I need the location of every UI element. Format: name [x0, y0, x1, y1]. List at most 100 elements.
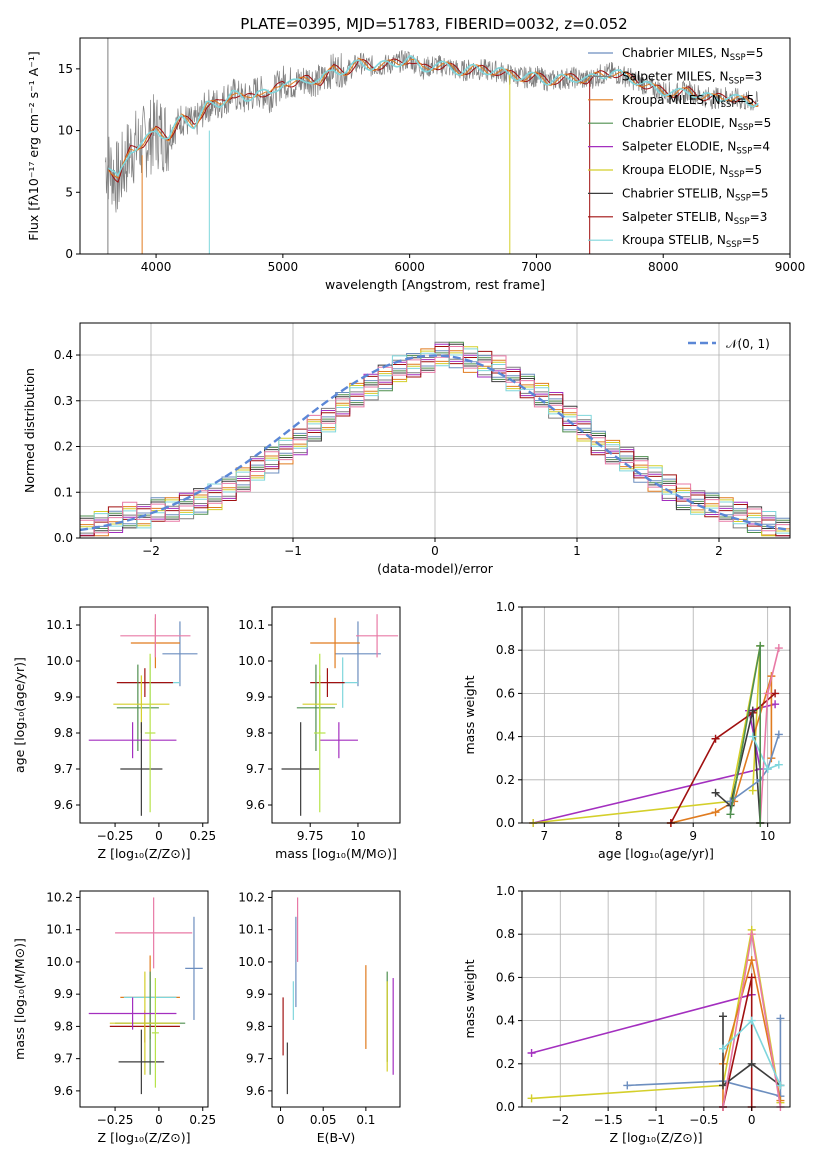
- weight-marker: [719, 1044, 727, 1053]
- y-tick-label: 9.8: [54, 726, 73, 740]
- legend-label: Kroupa ELODIE, NSSP=5: [622, 163, 762, 180]
- x-tick-label: 0.25: [189, 1113, 216, 1127]
- weight-marker: [763, 689, 772, 698]
- y-tick-label: 9.8: [54, 1019, 73, 1033]
- y-tick-label: 9.6: [54, 798, 73, 812]
- weight-line: [759, 647, 780, 824]
- plot-area: [88, 614, 198, 816]
- y-tick-label: 9.9: [54, 987, 73, 1001]
- y-tick-label: 0.8: [496, 643, 515, 657]
- model-line: [107, 55, 759, 178]
- panel-residual-histogram: −2 −1 0 1 2 0.0 0.1 0.2 0.3 0.4 (data-model)/error…: [22, 322, 791, 576]
- y-tick-label: 0: [65, 247, 73, 261]
- x-axis-label: E(B-V): [317, 1130, 356, 1145]
- x-tick-label: 10: [350, 829, 365, 843]
- legend-value: =5: [737, 93, 755, 107]
- x-tick-label: 7000: [521, 260, 552, 274]
- model-line: [107, 57, 759, 179]
- y-tick-label: 0.6: [496, 970, 515, 984]
- y-tick-label: 10.2: [238, 890, 265, 904]
- weight-marker: [776, 1081, 785, 1090]
- legend-value: =4: [752, 140, 770, 154]
- legend-label: Salpeter MILES, NSSP=3: [622, 69, 762, 86]
- weight-marker: [776, 1014, 785, 1023]
- y-tick-label: 10.2: [46, 890, 73, 904]
- y-tick-label: 10.1: [46, 618, 73, 632]
- weight-marker: [747, 973, 756, 982]
- plot-area: [88, 897, 203, 1095]
- y-tick-label: 0.0: [496, 1100, 515, 1114]
- y-tick-label: 10.1: [46, 923, 73, 937]
- weight-line: [715, 710, 761, 824]
- y-tick-label: 10.0: [46, 955, 73, 969]
- y-tick-label: 1.0: [496, 600, 515, 614]
- weight-marker: [623, 1081, 632, 1090]
- weight-line: [729, 734, 780, 803]
- weight-marker: [748, 732, 757, 741]
- y-tick-label: 9.6: [246, 1084, 265, 1098]
- y-axis-label: mass weight: [462, 959, 477, 1038]
- x-axis-label: (data-model)/error: [377, 561, 494, 576]
- weight-marker: [711, 788, 720, 797]
- x-tick-label: 0.05: [310, 1113, 337, 1127]
- legend-subscript: SSP: [721, 100, 737, 110]
- plot-area: [527, 925, 785, 1111]
- weight-marker: [711, 808, 720, 817]
- y-axis-label: mass weight: [462, 675, 477, 754]
- y-tick-label: 9.6: [246, 798, 265, 812]
- weight-marker: [527, 1094, 536, 1103]
- x-tick-label: 0.1: [356, 1113, 375, 1127]
- weight-marker: [747, 1016, 756, 1025]
- x-tick-label: −0.5: [689, 1113, 718, 1127]
- y-tick-label: 0.2: [54, 440, 73, 454]
- y-axis-label: Normed distribution: [22, 368, 37, 493]
- x-tick-label: 0: [155, 829, 163, 843]
- x-tick-label: 5000: [268, 260, 299, 274]
- legend-value: =5: [751, 186, 769, 200]
- x-tick-label: 8: [615, 829, 623, 843]
- normal-curve: [79, 354, 791, 532]
- weight-marker: [774, 730, 783, 739]
- y-tick-label: 9.8: [246, 726, 265, 740]
- weight-marker: [771, 700, 780, 709]
- y-tick-label: 0.0: [496, 816, 515, 830]
- panel-mass-vs-EBV: 0 0.05 0.1 9.6 9.7 9.8 9.9 10.0 10.1 10.2 E(B-V): [238, 890, 401, 1145]
- legend-value: =3: [744, 69, 762, 83]
- weight-marker: [747, 1059, 756, 1068]
- y-tick-label: 1.0: [496, 884, 515, 898]
- weight-marker: [527, 1049, 536, 1057]
- legend-subscript: SSP: [729, 76, 745, 86]
- x-tick-label: −0.25: [97, 829, 134, 843]
- legend-label: Chabrier ELODIE, NSSP=5: [622, 116, 771, 133]
- x-tick-label: 6000: [394, 260, 425, 274]
- weight-marker: [747, 930, 756, 939]
- y-tick-label: 10.0: [46, 654, 73, 668]
- legend-subscript: SSP: [730, 53, 746, 63]
- x-tick-label: 4000: [141, 260, 172, 274]
- y-tick-label: 0.6: [496, 686, 515, 700]
- y-tick-label: 0.4: [496, 1014, 515, 1028]
- plot-area: [105, 38, 759, 254]
- legend-value: =3: [750, 210, 768, 224]
- legend-value: =5: [744, 163, 762, 177]
- y-tick-label: 15: [58, 62, 73, 76]
- y-tick-label: 9.7: [246, 762, 265, 776]
- legend-value: =5: [746, 46, 764, 60]
- plot-area: [529, 641, 783, 827]
- x-axis-label: Z [log₁₀(Z/Z⊙)]: [98, 1130, 191, 1145]
- x-tick-label: 8000: [648, 260, 679, 274]
- x-tick-label: −1: [284, 544, 302, 558]
- x-axis-label: Z [log₁₀(Z/Z⊙)]: [98, 846, 191, 861]
- y-tick-label: 9.7: [246, 1052, 265, 1066]
- weight-marker: [774, 760, 783, 769]
- panel-age-vs-Z: −0.25 0 0.25 9.6 9.7 9.8 9.9 10.0 10.1 Z [log₁₀(Z…: [12, 606, 216, 861]
- axes-frame: [521, 606, 791, 824]
- x-tick-label: 0: [277, 1113, 285, 1127]
- plot-area: [282, 897, 394, 1095]
- legend-subscript: SSP: [735, 193, 751, 203]
- y-tick-label: 10.1: [238, 923, 265, 937]
- x-tick-label: −2: [551, 1113, 569, 1127]
- plot-area: [281, 614, 399, 816]
- y-tick-label: 0.4: [54, 348, 73, 362]
